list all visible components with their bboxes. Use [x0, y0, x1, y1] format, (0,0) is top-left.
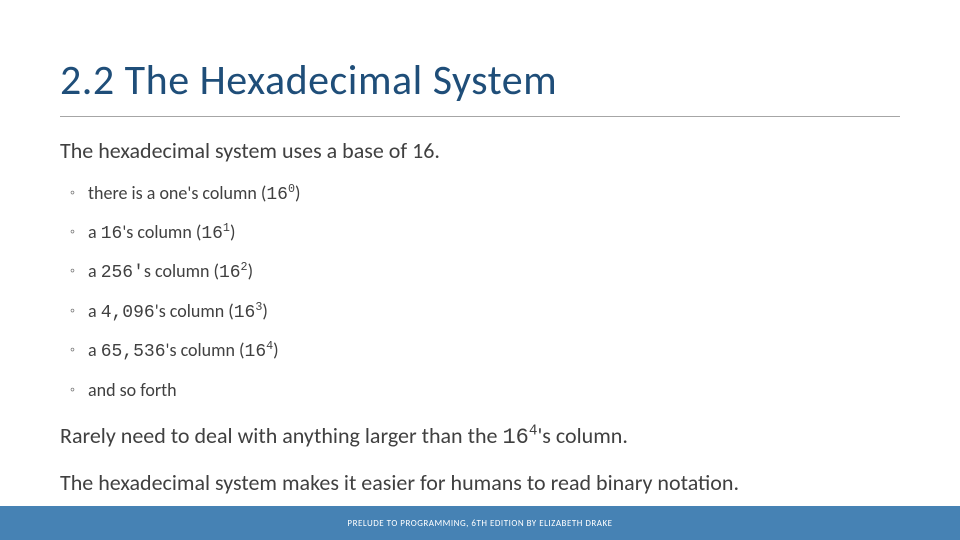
bullet-text: a — [88, 221, 101, 243]
list-item: a 256's column (162) — [88, 260, 900, 285]
exponent: 0 — [288, 182, 295, 196]
base-value: 16 — [219, 263, 241, 283]
footer-text: PRELUDE TO PROGRAMMING, 6TH EDITION BY E… — [347, 518, 612, 529]
bullet-text: ) — [248, 260, 253, 282]
bullet-text: there is a one's column ( — [88, 182, 266, 204]
paragraph: Rarely need to deal with anything larger… — [60, 422, 900, 453]
base-value: 16 — [201, 224, 223, 244]
base-value: 16 — [234, 303, 256, 323]
number-value: 16 — [101, 224, 123, 244]
list-item: a 16's column (161) — [88, 221, 900, 246]
bullet-text: a — [88, 300, 101, 322]
bullet-text: a — [88, 339, 101, 361]
list-item: there is a one's column (160) — [88, 182, 900, 207]
base-value: 16 — [245, 342, 267, 362]
slide-title: 2.2 The Hexadecimal System — [60, 55, 900, 106]
list-item: a 65,536's column (164) — [88, 339, 900, 364]
bullet-text: a — [88, 260, 101, 282]
para-text: 's column. — [537, 422, 627, 449]
para-text: Rarely need to deal with anything larger… — [60, 422, 502, 449]
bullet-text: 's column ( — [166, 339, 245, 361]
bullet-text: ) — [273, 339, 278, 361]
bullet-text: ) — [262, 300, 267, 322]
base-value: 16 — [266, 185, 288, 205]
bullet-text: 's column ( — [155, 300, 234, 322]
bullet-text: 's column ( — [122, 221, 201, 243]
bullet-text: ) — [295, 182, 300, 204]
paragraph: The hexadecimal system makes it easier f… — [60, 469, 900, 498]
exponent: 2 — [241, 260, 248, 274]
title-divider — [60, 116, 900, 117]
intro-text: The hexadecimal system uses a base of 16… — [60, 137, 440, 164]
intro-paragraph: The hexadecimal system uses a base of 16… — [60, 137, 900, 166]
exponent: 1 — [223, 221, 230, 235]
bullet-list: there is a one's column (160) a 16's col… — [60, 182, 900, 402]
number-value: 65,536 — [101, 342, 166, 362]
list-item: a 4,096's column (163) — [88, 300, 900, 325]
base-value: 16 — [502, 425, 528, 450]
bullet-text: s column ( — [144, 260, 219, 282]
slide-footer: PRELUDE TO PROGRAMMING, 6TH EDITION BY E… — [0, 506, 960, 540]
list-item: and so forth — [88, 379, 900, 402]
slide: 2.2 The Hexadecimal System The hexadecim… — [0, 0, 960, 540]
bullet-text: and so forth — [88, 379, 177, 401]
number-value: 4,096 — [101, 303, 155, 323]
number-value: 256' — [101, 263, 144, 283]
bullet-text: ) — [230, 221, 235, 243]
